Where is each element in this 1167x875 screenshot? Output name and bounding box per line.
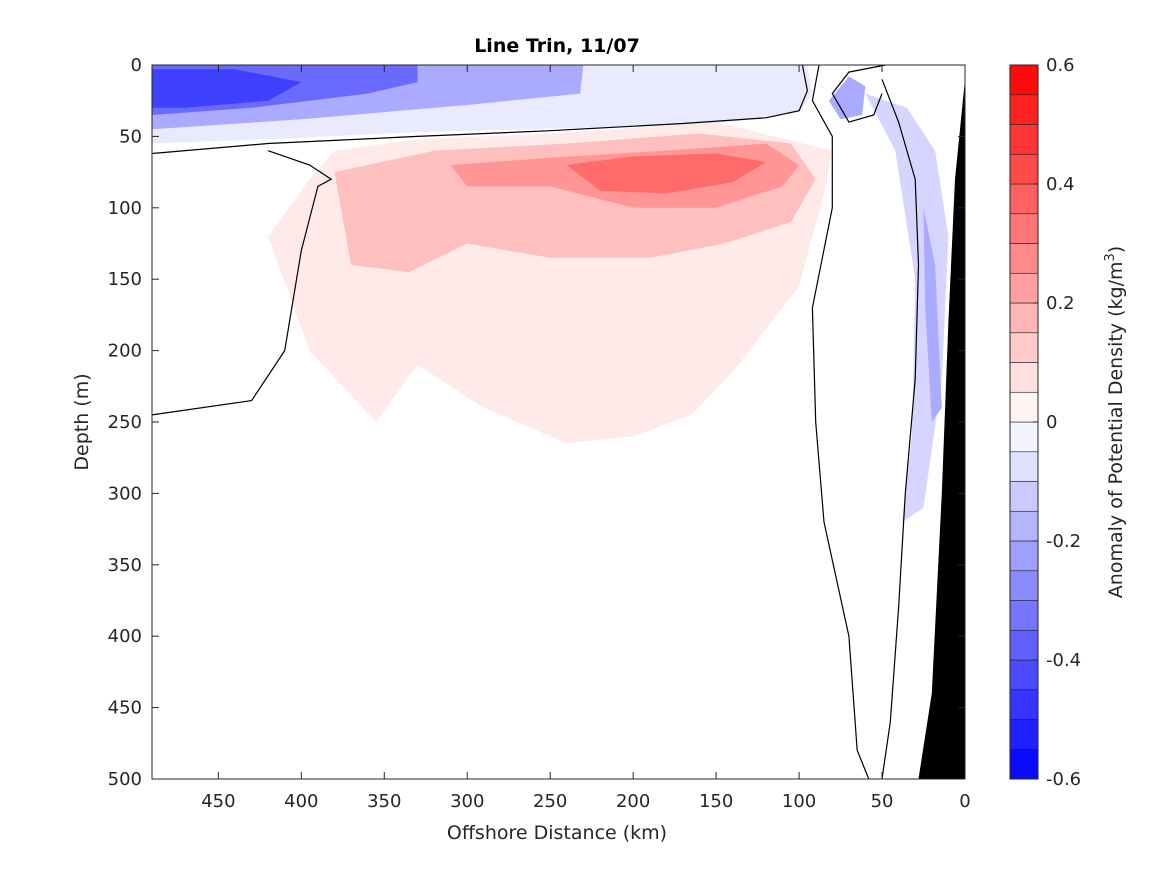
- colorbar-band: [1009, 719, 1039, 750]
- x-tick-label: 400: [284, 791, 318, 812]
- colorbar-band: [1009, 183, 1039, 215]
- y-tick-label: 50: [119, 126, 142, 147]
- colorbar-label: Anomaly of Potential Density (kg/m3): [1103, 246, 1127, 598]
- y-tick-label: 0: [131, 55, 142, 76]
- colorbar-label-close: ): [1105, 246, 1127, 253]
- x-tick-label: 0: [959, 791, 970, 812]
- zero-contour-line-4: [831, 64, 886, 123]
- colorbar-band: [1009, 689, 1039, 720]
- y-tick-label: 250: [108, 412, 142, 433]
- y-tick-label: 150: [108, 269, 142, 290]
- colorbar-band: [1009, 213, 1039, 244]
- y-tick-label: 300: [108, 483, 142, 504]
- colorbar-band: [1009, 748, 1039, 780]
- colorbar-band: [1009, 540, 1039, 572]
- x-tick-label: 100: [782, 791, 816, 812]
- zero-contour-line-2: [151, 150, 333, 416]
- colorbar-band: [1009, 629, 1039, 661]
- x-tick-label: 200: [616, 791, 650, 812]
- zero-contour-line-5: [881, 79, 920, 780]
- colorbar-band: [1009, 272, 1039, 304]
- colorbar-label-main: Anomaly of Potential Density (kg/m: [1105, 262, 1127, 599]
- colorbar-tick-label: -0.2: [1046, 531, 1081, 552]
- colorbar-tick-label: -0.4: [1046, 650, 1081, 671]
- zero-contour-line-1: [151, 64, 809, 155]
- colorbar-band: [1009, 570, 1039, 601]
- colorbar-band: [1009, 362, 1039, 393]
- colorbar-label-superscript: 3: [1103, 253, 1118, 261]
- colorbar-tick-label: 0.2: [1046, 293, 1075, 314]
- colorbar-band: [1009, 451, 1039, 482]
- colorbar-tick-label: -0.6: [1046, 769, 1081, 790]
- zero-contour-layer: [151, 64, 920, 780]
- colorbar: 0.6 0.4 0.2 0 -0.2 -0.4 -0.6 Anomaly of Potent…: [1009, 55, 1127, 790]
- bathymetry-layer: [918, 79, 965, 780]
- colorbar-band: [1009, 421, 1039, 453]
- x-tick-label: 300: [450, 791, 484, 812]
- x-tick-label: 350: [367, 791, 401, 812]
- colorbar-tick-label: 0.4: [1046, 174, 1075, 195]
- colorbar-band: [1009, 391, 1039, 423]
- colorbar-band: [1009, 243, 1039, 274]
- colorbar-band: [1009, 659, 1039, 691]
- density-field-layer: [152, 65, 949, 522]
- x-axis: 450 400 350 300 250 200 150 100 50 0: [201, 65, 971, 812]
- x-tick-label: 150: [699, 791, 733, 812]
- y-tick-label: 400: [108, 626, 142, 647]
- x-tick-label: 250: [533, 791, 567, 812]
- contour-region-surface-negative-4: [152, 69, 302, 108]
- colorbar-tick-label: 0: [1046, 412, 1057, 433]
- colorbar-tick-label: 0.6: [1046, 55, 1075, 76]
- seafloor-shape: [918, 79, 965, 780]
- y-tick-label: 350: [108, 555, 142, 576]
- y-axis-label: Depth (m): [71, 373, 93, 470]
- contour-region-inner-shelf-negative: [865, 93, 949, 522]
- x-tick-label: 50: [871, 791, 894, 812]
- y-axis: 0 50 100 150 200 250 300 350 400 450 500: [108, 55, 965, 790]
- colorbar-band: [1009, 94, 1039, 125]
- colorbar-ticks: 0.6 0.4 0.2 0 -0.2 -0.4 -0.6: [1033, 55, 1081, 790]
- colorbar-band: [1009, 153, 1039, 185]
- y-tick-label: 450: [108, 698, 142, 719]
- zero-contour-line-3: [811, 64, 870, 780]
- chart-title: Line Trin, 11/07: [474, 35, 640, 57]
- y-tick-label: 500: [108, 769, 142, 790]
- colorbar-band: [1009, 600, 1039, 631]
- contour-region-subsurface-positive-core: [566, 153, 766, 194]
- colorbar-band: [1009, 481, 1039, 512]
- y-tick-label: 100: [108, 198, 142, 219]
- plot-area: [151, 64, 966, 780]
- colorbar-band: [1009, 64, 1039, 96]
- colorbar-band: [1009, 302, 1039, 334]
- colorbar-band: [1009, 332, 1039, 363]
- contour-region-nearshore-eddy: [828, 76, 866, 120]
- x-axis-label: Offshore Distance (km): [447, 822, 667, 844]
- colorbar-band: [1009, 124, 1039, 155]
- x-tick-label: 450: [201, 791, 235, 812]
- colorbar-band: [1009, 510, 1039, 542]
- contour-region-inner-shelf-negative-core: [923, 207, 942, 422]
- y-tick-label: 200: [108, 341, 142, 362]
